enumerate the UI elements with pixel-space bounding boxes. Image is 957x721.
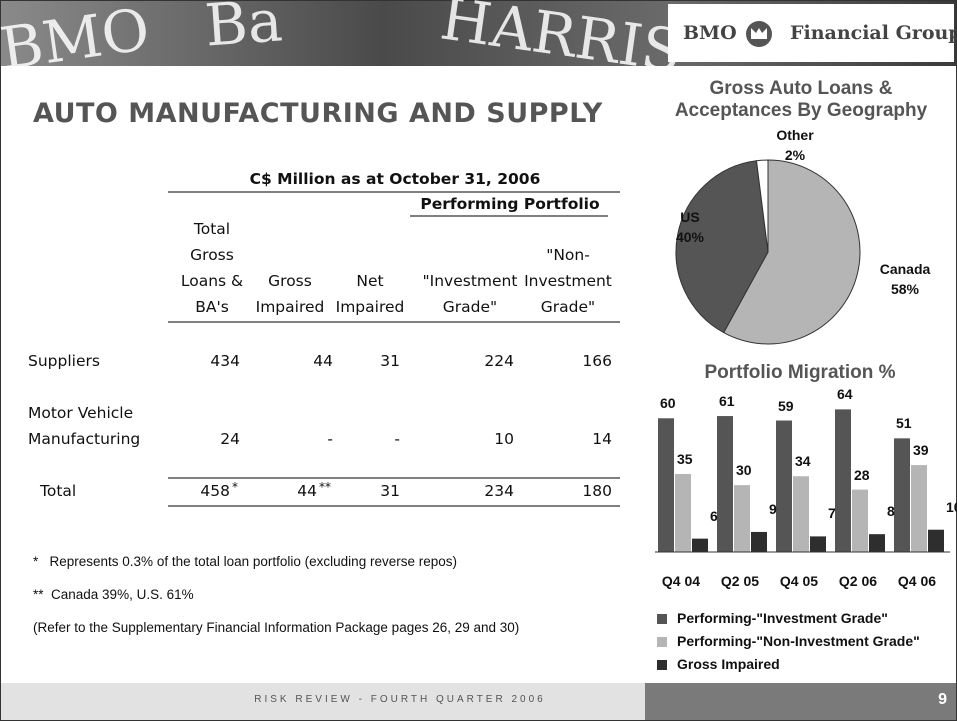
table-cell: 31 [380, 484, 400, 500]
banner-text: Ba [203, 0, 284, 55]
data-label: 64 [837, 387, 853, 401]
table-caption: C$ Million as at October 31, 2006 [245, 172, 545, 188]
data-label: 51 [896, 416, 912, 430]
bar [810, 536, 826, 552]
row-label: Motor Vehicle [28, 406, 133, 422]
bar [835, 409, 851, 552]
logo-name: Financial Group [790, 24, 957, 43]
footnote-mark: ** [319, 481, 331, 493]
table-cell: 14 [592, 432, 612, 448]
bar [658, 418, 674, 552]
table-cell: - [327, 432, 333, 448]
chart-title: Portfolio Migration % [650, 363, 950, 382]
bar [776, 421, 792, 552]
footnote-mark: * [232, 481, 238, 493]
data-label: 9 [769, 502, 777, 516]
table-cell: 458 [200, 484, 230, 500]
data-label: 6 [710, 509, 718, 523]
legend-swatch [657, 660, 667, 670]
column-header: Grade" [418, 300, 718, 316]
pie-label: Canada [755, 262, 957, 276]
data-label: 34 [795, 454, 811, 468]
bar [717, 416, 733, 552]
bar [911, 465, 927, 552]
bar [734, 485, 750, 552]
data-label: 39 [913, 443, 929, 457]
table-cell: - [394, 432, 400, 448]
footer-page-band [645, 683, 957, 721]
note: ** Canada 39%, U.S. 61% [33, 588, 194, 602]
row-label: Manufacturing [28, 432, 140, 448]
data-label: 28 [854, 468, 870, 482]
pie-value-label: 58% [755, 282, 957, 296]
x-tick-label: Q2 05 [718, 570, 762, 592]
legend-swatch [657, 614, 667, 624]
slide: BMOBaHARRISBMOFinancial GroupAUTO MANUFA… [0, 0, 957, 721]
table-cell: 44 [313, 354, 333, 370]
pie-value-label: 2% [645, 148, 945, 162]
data-label: 8 [887, 504, 895, 518]
legend-label: Performing-"Non-Investment Grade" [677, 634, 920, 648]
pie-value-label: 40% [540, 230, 840, 244]
column-header: Total [62, 222, 362, 238]
legend-label: Performing-"Investment Grade" [677, 611, 888, 625]
table-cell: 180 [582, 484, 612, 500]
bar [793, 476, 809, 552]
bar [675, 474, 691, 552]
row-label: Total [40, 484, 76, 500]
table-cell: 24 [220, 432, 240, 448]
logo-brand: BMO [683, 24, 737, 43]
x-tick-label: Q4 04 [659, 570, 703, 592]
bar [928, 530, 944, 552]
bar [852, 490, 868, 552]
pie-label: US [540, 210, 840, 224]
table-cell: 234 [484, 484, 514, 500]
note: * Represents 0.3% of the total loan port… [33, 555, 457, 569]
table-cell: 224 [484, 354, 514, 370]
footer-text: RISK REVIEW - FOURTH QUARTER 2006 [250, 695, 550, 705]
x-tick-label: Q4 06 [895, 570, 939, 592]
bar [894, 438, 910, 552]
column-header: Investment [418, 274, 718, 290]
chart-title: Gross Auto Loans & Acceptances By Geogra… [651, 78, 951, 122]
legend-swatch [657, 637, 667, 647]
bar [869, 534, 885, 552]
data-label: 7 [828, 506, 836, 520]
legend-label: Gross Impaired [677, 657, 780, 671]
column-header: Gross [62, 248, 362, 264]
data-label: 61 [719, 394, 735, 408]
data-label: 10 [946, 500, 957, 514]
page-number: 9 [938, 692, 947, 708]
data-label: 35 [677, 452, 693, 466]
pie-label: Other [645, 128, 945, 142]
table-cell: 166 [582, 354, 612, 370]
table-cell: 31 [380, 354, 400, 370]
data-label: 30 [736, 463, 752, 477]
table-cell: 434 [210, 354, 240, 370]
bar [751, 532, 767, 552]
note: (Refer to the Supplementary Financial In… [33, 621, 519, 635]
table-cell: 44 [297, 484, 317, 500]
bar [692, 539, 708, 552]
table-cell: 10 [494, 432, 514, 448]
x-tick-label: Q2 06 [836, 570, 880, 592]
x-tick-label: Q4 05 [777, 570, 821, 592]
slide-title: AUTO MANUFACTURING AND SUPPLY [33, 100, 603, 127]
data-label: 59 [778, 399, 794, 413]
column-header: "Non- [418, 248, 718, 264]
row-label: Suppliers [28, 354, 100, 370]
data-label: 60 [660, 396, 676, 410]
